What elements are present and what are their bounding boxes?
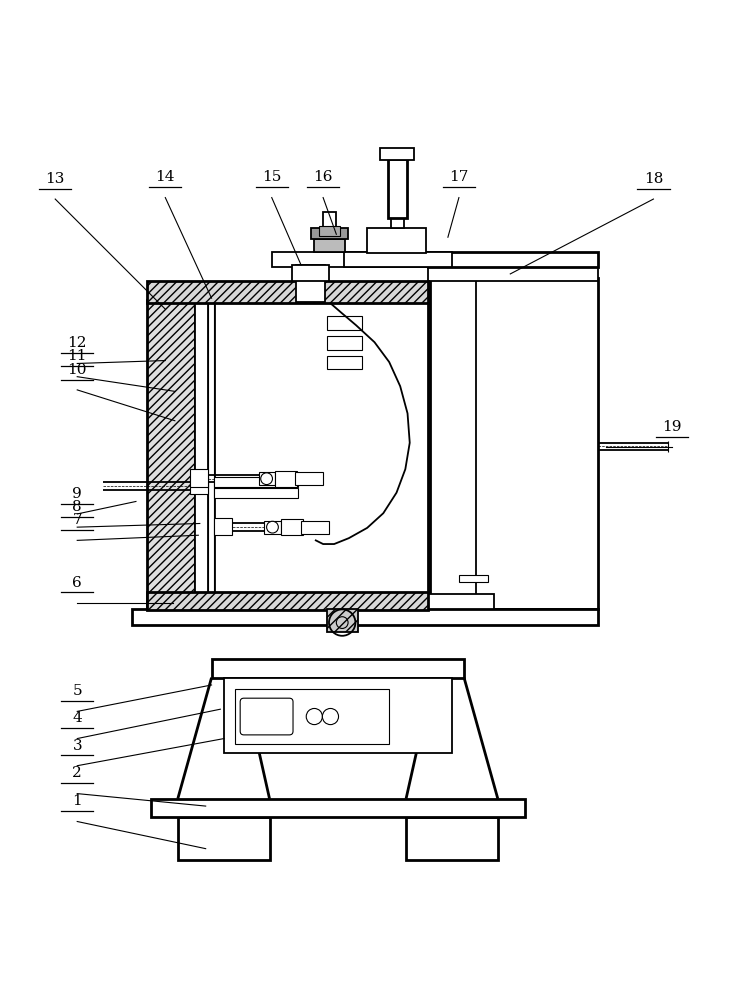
Bar bbox=[327, 336, 362, 350]
Text: 7: 7 bbox=[73, 513, 82, 527]
Circle shape bbox=[261, 473, 273, 485]
Bar bbox=[312, 228, 348, 239]
Bar bbox=[178, 817, 270, 860]
Bar bbox=[224, 678, 452, 753]
Bar bbox=[459, 575, 488, 582]
Text: 8: 8 bbox=[73, 500, 82, 514]
Text: 9: 9 bbox=[73, 487, 82, 501]
Bar bbox=[213, 488, 298, 498]
Bar bbox=[189, 477, 208, 494]
FancyBboxPatch shape bbox=[240, 698, 293, 735]
Bar bbox=[292, 265, 329, 281]
Bar bbox=[344, 252, 452, 267]
Bar bbox=[406, 817, 498, 860]
Bar bbox=[272, 252, 429, 267]
Text: 16: 16 bbox=[313, 170, 333, 184]
Bar bbox=[315, 239, 345, 252]
Bar bbox=[429, 278, 598, 609]
Text: 5: 5 bbox=[73, 684, 82, 698]
Bar bbox=[301, 521, 329, 534]
Text: 12: 12 bbox=[67, 336, 87, 350]
Text: 19: 19 bbox=[662, 420, 682, 434]
Bar bbox=[208, 300, 213, 609]
Bar bbox=[147, 300, 195, 609]
Bar bbox=[296, 265, 325, 302]
Bar bbox=[327, 316, 362, 330]
Circle shape bbox=[267, 521, 279, 533]
Bar bbox=[151, 799, 525, 817]
Bar bbox=[147, 281, 428, 303]
Bar bbox=[195, 300, 208, 609]
Text: 4: 4 bbox=[73, 711, 82, 725]
Bar bbox=[388, 159, 407, 218]
Circle shape bbox=[322, 708, 339, 725]
Circle shape bbox=[306, 708, 322, 725]
Bar bbox=[319, 226, 340, 236]
Bar bbox=[323, 212, 336, 228]
Bar bbox=[258, 472, 275, 485]
Bar bbox=[327, 609, 357, 632]
Bar bbox=[428, 594, 494, 610]
Bar bbox=[281, 519, 303, 535]
Text: 6: 6 bbox=[73, 576, 82, 590]
Bar bbox=[367, 228, 426, 253]
Text: 14: 14 bbox=[156, 170, 175, 184]
Bar bbox=[133, 609, 598, 625]
Text: 11: 11 bbox=[67, 349, 87, 363]
Bar bbox=[428, 265, 598, 281]
Bar bbox=[327, 356, 362, 369]
Bar bbox=[295, 472, 323, 485]
Text: 18: 18 bbox=[643, 172, 663, 186]
Bar bbox=[235, 689, 389, 744]
Text: 2: 2 bbox=[73, 766, 82, 780]
Bar bbox=[428, 252, 598, 267]
Text: 10: 10 bbox=[67, 363, 87, 377]
Bar bbox=[380, 148, 414, 160]
Text: 3: 3 bbox=[73, 739, 82, 753]
Text: 13: 13 bbox=[46, 172, 65, 186]
Bar bbox=[213, 300, 428, 609]
Bar bbox=[211, 659, 464, 678]
Bar bbox=[189, 469, 208, 487]
Text: 15: 15 bbox=[262, 170, 282, 184]
Bar bbox=[264, 521, 281, 534]
Text: 17: 17 bbox=[449, 170, 469, 184]
Bar bbox=[147, 592, 428, 610]
Bar bbox=[275, 471, 297, 487]
Bar bbox=[461, 609, 598, 625]
Bar bbox=[391, 217, 404, 228]
Bar bbox=[213, 477, 298, 487]
Bar bbox=[213, 518, 232, 535]
Text: 1: 1 bbox=[73, 794, 82, 808]
